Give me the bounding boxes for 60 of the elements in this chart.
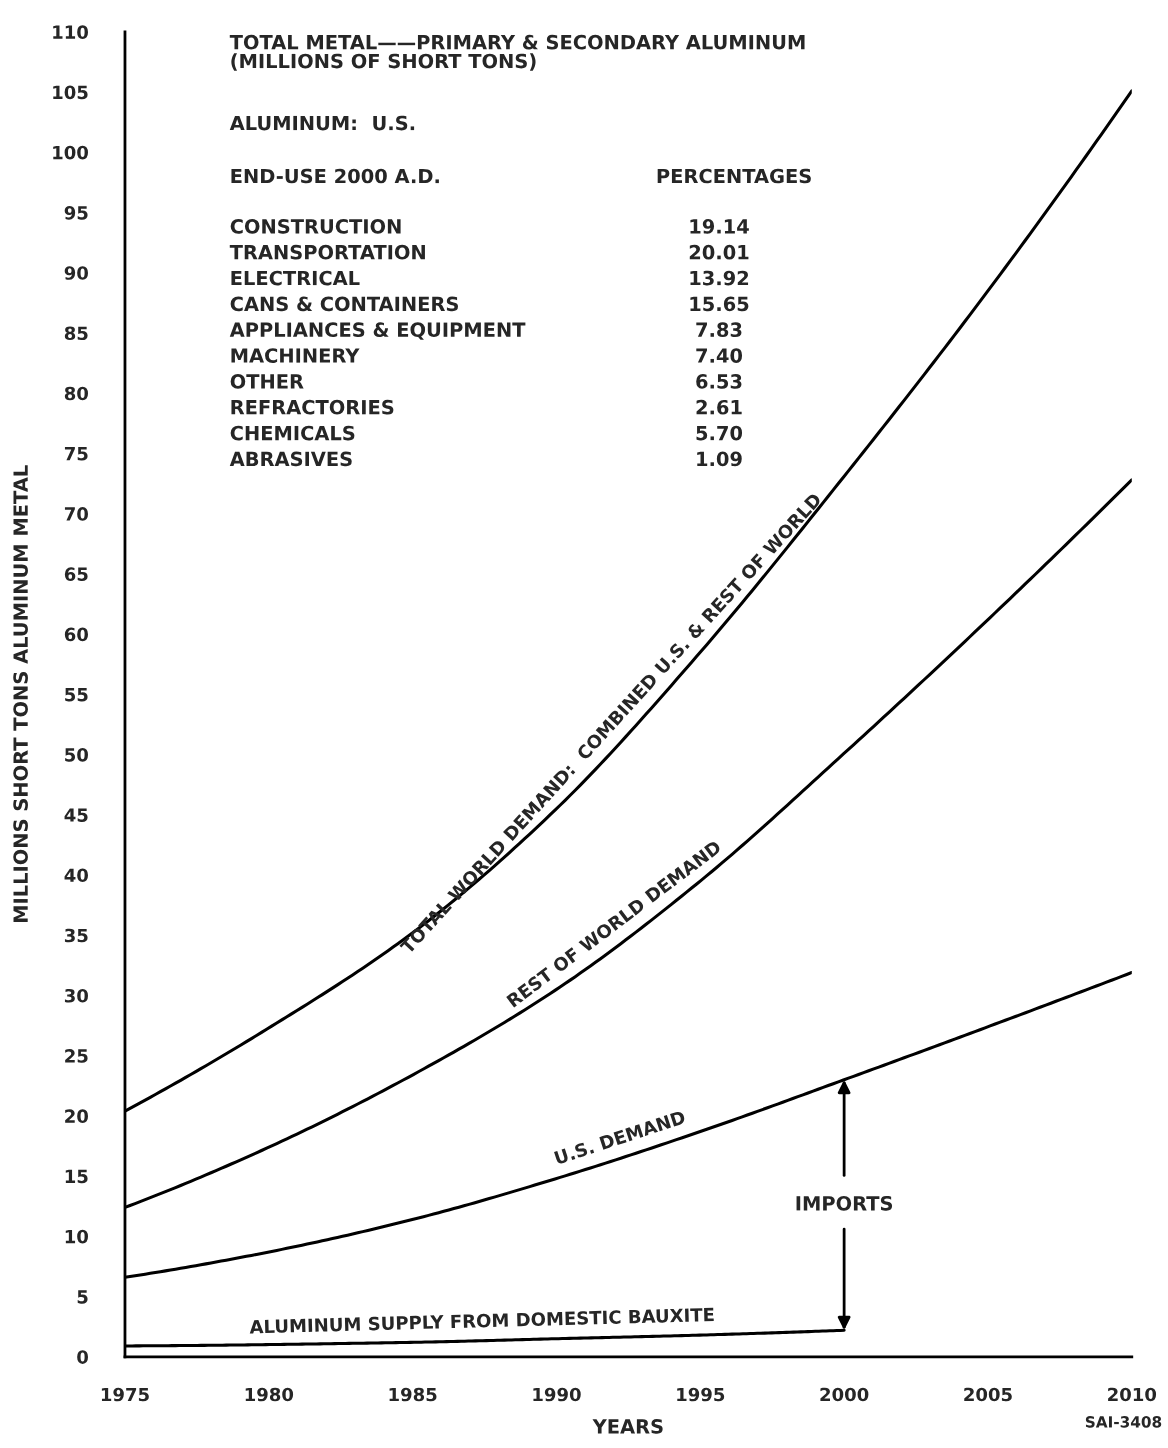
x-axis-title: YEARS <box>592 1419 663 1434</box>
y-tick-label: 55 <box>65 688 88 702</box>
text: ALUMINUM: U.S. <box>229 115 415 131</box>
annotation: 13.92 <box>690 270 749 286</box>
y-tick-label: 25 <box>65 1049 88 1063</box>
y-tick-label: 40 <box>64 868 88 883</box>
annotation: REFRACTORIES <box>231 399 394 415</box>
y-tick-label: 45 <box>64 808 88 822</box>
series-label: ALUMINUM SUPPLY FROM DOMESTIC BAUXITE <box>249 1307 714 1334</box>
y-tick-label: 110 <box>53 25 88 39</box>
y-tick-label: 100 <box>53 145 88 160</box>
annotation: 15.65 <box>690 296 749 312</box>
y-tick-label: 65 <box>64 567 88 581</box>
y-tick-label: 80 <box>64 386 88 401</box>
y-tick-label: 35 <box>64 928 88 943</box>
annotation: TRANSPORTATION <box>229 244 425 260</box>
annotation: 1.09 <box>697 451 742 467</box>
y-tick-label: 95 <box>64 206 88 220</box>
x-tick-label: 1995 <box>677 1387 725 1402</box>
x-tick-label: 2005 <box>964 1387 1012 1402</box>
text: TOTAL METAL——PRIMARY & SECONDARY ALUMINUM (MILLIONS OF SHORT TONS) <box>229 34 805 71</box>
annotation: OTHER <box>230 374 304 389</box>
y-tick-label: 15 <box>65 1169 88 1184</box>
y-axis-title: MILLIONS SHORT TONS ALUMINUM METAL <box>13 465 28 923</box>
x-tick-label: 1990 <box>533 1387 581 1402</box>
x-tick-label: 2000 <box>820 1387 869 1402</box>
y-tick-label: 90 <box>64 266 88 280</box>
x-tick-label: 2010 <box>1108 1387 1157 1402</box>
annotation: 6.53 <box>696 374 742 389</box>
annotation: 7.40 <box>696 348 743 363</box>
y-tick-label: 105 <box>53 85 88 100</box>
annotation: 7.83 <box>696 322 742 338</box>
annotation: 19.14 <box>690 219 749 234</box>
annotation: CONSTRUCTION <box>230 219 401 234</box>
annotation: 5.70 <box>696 425 743 441</box>
annotation: PERCENTAGES <box>657 168 811 184</box>
annotation: END-USE 2000 A.D. <box>231 168 439 184</box>
y-tick-label: 50 <box>65 748 88 762</box>
annotation: ELECTRICAL <box>231 270 360 286</box>
annotation: MACHINERY <box>231 348 360 363</box>
y-tick-label: 70 <box>64 507 88 521</box>
x-tick-label: 1975 <box>101 1387 149 1402</box>
y-tick-label: 0 <box>77 1350 88 1364</box>
y-tick-label: 30 <box>64 988 88 1003</box>
x-tick-label: 1980 <box>245 1387 294 1402</box>
annotation: ABRASIVES <box>229 451 352 467</box>
y-tick-label: 60 <box>64 627 88 642</box>
y-tick-label: 20 <box>65 1109 88 1123</box>
y-tick-label: 10 <box>65 1229 88 1244</box>
y-tick-label: 5 <box>77 1290 88 1304</box>
x-tick-label: 1985 <box>389 1387 437 1402</box>
annotation: 20.01 <box>689 244 749 260</box>
y-tick-label: 75 <box>64 447 88 461</box>
y-tick-label: 85 <box>64 326 88 341</box>
annotation: CANS & CONTAINERS <box>230 296 458 312</box>
annotation: CHEMICALS <box>230 425 355 441</box>
annotation: IMPORTS <box>796 1195 893 1211</box>
annotation: APPLIANCES & EQUIPMENT <box>229 322 526 340</box>
annotation: 2.61 <box>696 399 742 415</box>
text: SAI-3408 <box>1085 1416 1162 1428</box>
